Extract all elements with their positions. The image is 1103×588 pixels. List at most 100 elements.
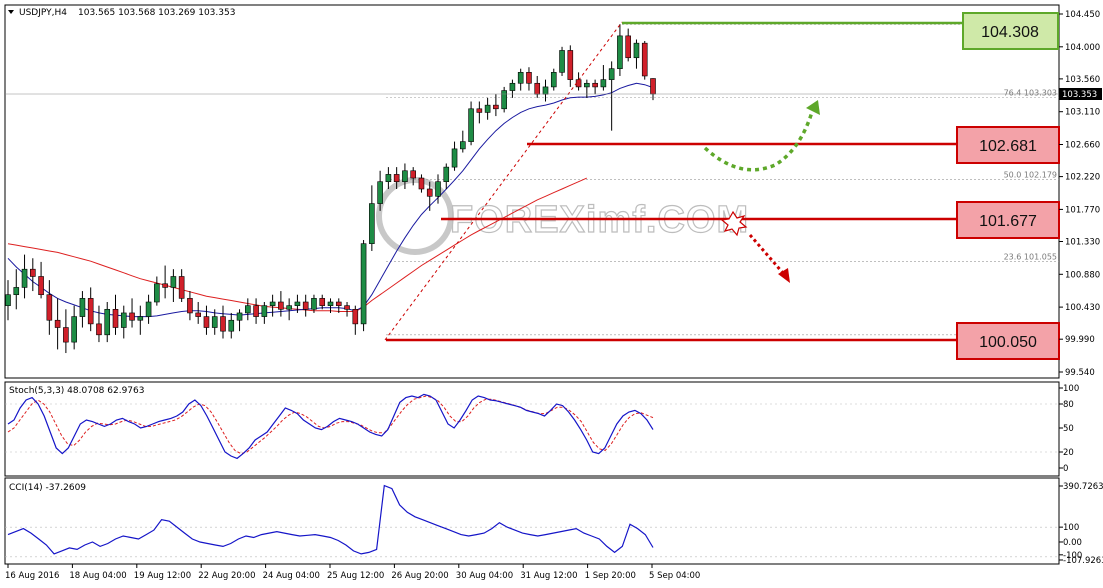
candle xyxy=(245,298,251,321)
breakout-burst-icon xyxy=(720,210,748,237)
candle xyxy=(327,298,334,313)
candle xyxy=(493,94,499,117)
price-tick-label: 99.540 xyxy=(1065,368,1095,378)
candle xyxy=(30,258,36,292)
main-panel-border xyxy=(4,4,1060,379)
price-tick-label: 102.220 xyxy=(1065,173,1100,183)
candle xyxy=(426,181,433,211)
price-tick-label: 100.880 xyxy=(1065,270,1100,280)
candle xyxy=(236,309,243,332)
candle xyxy=(550,68,557,91)
candle xyxy=(294,294,301,313)
stoch-tick-label: 80 xyxy=(1063,400,1074,410)
candle xyxy=(369,185,375,251)
candle xyxy=(54,298,61,350)
candle xyxy=(21,254,28,299)
current-price-value: 103.353 xyxy=(1062,90,1097,100)
stoch-tick-label: 0 xyxy=(1063,464,1068,474)
stoch-panel-border xyxy=(4,381,1060,477)
candle xyxy=(476,101,483,124)
fibonacci-lines: 76.4 103.303 50.0 102.179 23.6 101.055 xyxy=(386,24,1059,336)
candle xyxy=(286,298,292,321)
candle xyxy=(435,174,441,204)
cci-line xyxy=(5,484,1059,558)
time-tick-label: 26 Aug 20:00 xyxy=(391,571,448,581)
cci-axis: 390.7263 100 0.00 -100-107.9263 xyxy=(1059,482,1103,566)
candle xyxy=(195,302,201,324)
candlesticks xyxy=(5,24,656,354)
price-tick-label: 102.660 xyxy=(1065,141,1100,151)
candle xyxy=(79,291,86,328)
candle xyxy=(451,141,458,171)
candle xyxy=(468,101,474,146)
level-value-r1: 102.681 xyxy=(979,138,1037,155)
candle xyxy=(311,294,317,313)
cci-tick-label: 390.7263 xyxy=(1063,482,1103,492)
bearish-scenario-arrow xyxy=(748,234,785,274)
time-tick-label: 18 Aug 04:00 xyxy=(69,571,126,581)
level-value-r2: 101.677 xyxy=(979,213,1037,230)
candle xyxy=(63,309,69,354)
candle xyxy=(617,24,623,76)
candle xyxy=(460,130,466,153)
cci-tick-label: -107.9263 xyxy=(1063,556,1103,566)
candle xyxy=(228,312,235,339)
header: USDJPY,H4 103.565 103.568 103.269 103.35… xyxy=(8,8,235,18)
level-box-r1: 102.681 xyxy=(956,126,1060,164)
candle xyxy=(625,28,631,62)
candle xyxy=(418,174,425,193)
ohlc-values: 103.565 103.568 103.269 103.353 xyxy=(78,8,235,18)
candle xyxy=(517,68,524,91)
candle xyxy=(352,305,359,335)
candle xyxy=(112,294,119,335)
cci-label: CCI(14) -37.2609 xyxy=(9,483,86,493)
candle xyxy=(501,86,507,113)
price-tick-label: 99.990 xyxy=(1065,335,1095,345)
candle xyxy=(220,305,226,339)
candle xyxy=(641,40,648,80)
candle xyxy=(211,309,218,335)
candle xyxy=(71,305,77,350)
dropdown-triangle-icon xyxy=(8,10,14,14)
candle xyxy=(278,291,284,317)
bullish-scenario-arrow xyxy=(703,111,814,172)
bearish-arrowhead-icon xyxy=(778,268,790,283)
candle xyxy=(319,294,326,310)
level-value-top: 104.308 xyxy=(981,24,1039,41)
candle xyxy=(402,163,408,189)
candle xyxy=(145,294,152,324)
candle xyxy=(377,170,383,211)
stoch-signal-line xyxy=(7,395,654,455)
candle xyxy=(104,302,111,343)
candle xyxy=(584,79,590,98)
candle xyxy=(269,294,276,317)
level-box-r3: 100.050 xyxy=(956,322,1060,360)
stochastic-lines xyxy=(5,393,1059,460)
candle xyxy=(5,280,11,321)
candle xyxy=(410,167,416,186)
price-tick-label: 101.770 xyxy=(1065,205,1100,215)
level-box-r2: 101.677 xyxy=(956,201,1060,239)
time-axis: 16 Aug 2016 18 Aug 04:00 19 Aug 12:00 22 Au… xyxy=(5,564,700,581)
level-box-top-green: 104.308 xyxy=(962,12,1059,50)
candle xyxy=(385,167,392,189)
candle xyxy=(608,61,615,131)
candle xyxy=(592,79,598,95)
candle xyxy=(509,79,516,98)
candle xyxy=(484,97,491,120)
candle xyxy=(203,305,210,335)
candle xyxy=(633,39,640,69)
fib-level-label: 76.4 103.303 xyxy=(1004,89,1057,98)
candle xyxy=(526,67,532,91)
stoch-tick-label: 20 xyxy=(1063,448,1074,458)
stoch-tick-label: 50 xyxy=(1063,424,1074,434)
time-tick-label: 19 Aug 12:00 xyxy=(134,571,191,581)
fib-level-label: 50.0 102.179 xyxy=(1004,171,1057,180)
price-tick-label: 103.560 xyxy=(1065,75,1100,85)
watermark-circle-icon xyxy=(376,177,454,255)
candle xyxy=(162,265,168,299)
cci-panel-border xyxy=(4,477,1060,565)
candle xyxy=(96,305,102,343)
cci-tick-label: -100 xyxy=(1063,551,1082,561)
